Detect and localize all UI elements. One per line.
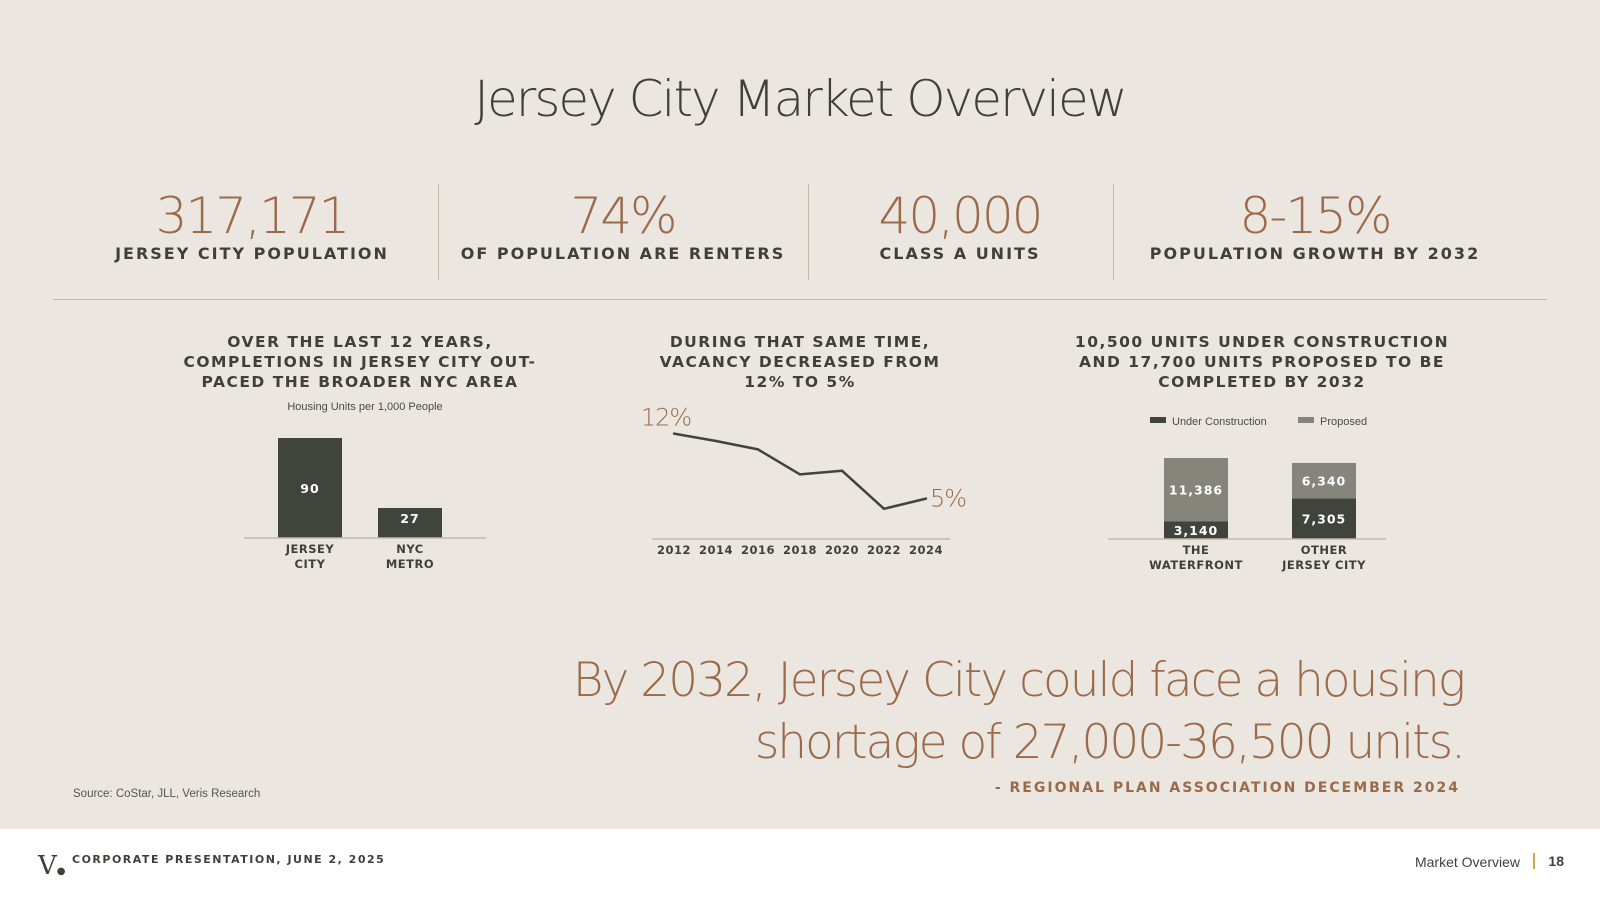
stat-value: 74% (570, 187, 677, 245)
heading-line: COMPLETED BY 2032 (1158, 373, 1366, 391)
category-label: WATERFRONT (1149, 558, 1243, 572)
heading-line: AND 17,700 UNITS PROPOSED TO BE (1079, 353, 1445, 371)
vacancy-line-chart: 2012 2014 2016 2018 2020 2022 2024 12% 5% (641, 404, 967, 557)
footer-separator (1533, 853, 1535, 869)
segment-value-label: 3,140 (1174, 523, 1219, 538)
heading-line: VACANCY DECREASED FROM (659, 353, 941, 371)
stacked-bar-segment (1292, 462, 1356, 499)
legend-label: Proposed (1320, 416, 1367, 428)
shortage-quote: By 2032, Jersey City could face a housin… (572, 653, 1466, 770)
veris-logo: V● (38, 851, 66, 881)
chart-title: Housing Units per 1,000 People (287, 401, 442, 413)
data-point (756, 448, 760, 451)
page-title: Jersey City Market Overview (474, 70, 1127, 128)
x-tick-label: 2024 (909, 543, 943, 557)
x-tick-label: 2020 (825, 543, 859, 557)
bar-value-label: 27 (400, 511, 419, 526)
heading-line: COMPLETIONS IN JERSEY CITY OUT- (183, 353, 537, 371)
data-point (672, 432, 676, 435)
stat-label: JERSEY CITY POPULATION (115, 244, 389, 263)
vacancy-series-line (673, 432, 927, 511)
data-point (882, 507, 886, 510)
heading-line: PACED THE BROADER NYC AREA (201, 373, 519, 391)
stat-value: 317,171 (155, 187, 351, 245)
data-point (714, 439, 718, 443)
category-label: NYC (396, 542, 423, 556)
pipeline-stacked-chart: Under Construction Proposed 3,140 11,386 THE… (1108, 416, 1386, 572)
x-tick-label: 2014 (699, 543, 733, 557)
start-value-label: 12% (641, 404, 692, 432)
legend-label: Under Construction (1172, 416, 1267, 428)
stat-value: 40,000 (878, 187, 1044, 245)
vacancy-heading: DURING THAT SAME TIME, VACANCY DECREASED… (600, 332, 1000, 392)
heading-line: OVER THE LAST 12 YEARS, (227, 333, 493, 351)
heading-line: 10,500 UNITS UNDER CONSTRUCTION (1074, 333, 1450, 351)
stat-class-a: 40,000 CLASS A UNITS (830, 190, 1090, 263)
section-divider (53, 299, 1547, 300)
stat-divider (1113, 184, 1114, 280)
pipeline-heading: 10,500 UNITS UNDER CONSTRUCTION AND 17,7… (1062, 332, 1462, 392)
heading-line: 12% TO 5% (744, 373, 856, 391)
data-point (924, 497, 928, 500)
x-tick-label: 2016 (741, 543, 775, 557)
section-label: Market Overview (1414, 854, 1520, 870)
x-tick-label: 2018 (783, 543, 817, 557)
stat-label: POPULATION GROWTH BY 2032 (1149, 244, 1481, 263)
legend-swatch (1298, 417, 1314, 423)
category-label: METRO (386, 557, 434, 571)
category-label: JERSEY (285, 542, 335, 556)
stacked-bar-segment (1164, 458, 1228, 522)
stat-label: OF POPULATION ARE RENTERS (460, 244, 786, 263)
source-note: Source: CoStar, JLL, Veris Research (73, 788, 261, 800)
category-label: OTHER (1301, 543, 1347, 557)
bar (378, 508, 442, 538)
segment-value-label: 6,340 (1302, 474, 1347, 489)
logo-dot: ● (56, 866, 66, 877)
stacked-bar-segment (1164, 521, 1228, 539)
bar-value-label: 90 (300, 481, 319, 496)
x-tick-label: 2022 (867, 543, 901, 557)
bar (278, 438, 342, 538)
stat-population: 317,171 JERSEY CITY POPULATION (112, 190, 392, 263)
quote-attribution: - REGIONAL PLAN ASSOCIATION DECEMBER 202… (994, 780, 1460, 796)
stat-divider (808, 184, 809, 280)
completions-heading: OVER THE LAST 12 YEARS, COMPLETIONS IN J… (160, 332, 560, 392)
presentation-label: CORPORATE PRESENTATION, JUNE 2, 2025 (72, 853, 386, 866)
stat-renters: 74% OF POPULATION ARE RENTERS (458, 190, 788, 263)
category-label: CITY (295, 557, 326, 571)
stat-label: CLASS A UNITS (879, 244, 1041, 263)
legend-swatch (1150, 417, 1166, 423)
page-number: 18 (1548, 853, 1564, 869)
category-label: THE (1183, 543, 1210, 557)
stat-growth: 8-15% POPULATION GROWTH BY 2032 (1140, 190, 1490, 263)
segment-value-label: 7,305 (1302, 512, 1347, 527)
housing-units-chart: Housing Units per 1,000 People 90 JERSEYCI… (244, 401, 486, 571)
x-tick-label: 2012 (657, 543, 691, 557)
category-label: JERSEY CITY (1281, 558, 1366, 572)
stat-value: 8-15% (1239, 187, 1393, 245)
segment-value-label: 11,386 (1169, 483, 1223, 498)
stacked-bar-segment (1292, 498, 1356, 539)
footer: V● CORPORATE PRESENTATION, JUNE 2, 2025 … (0, 829, 1600, 899)
data-point (798, 473, 802, 476)
heading-line: DURING THAT SAME TIME, (669, 333, 931, 351)
stat-divider (438, 184, 439, 280)
data-point (840, 469, 844, 472)
logo-letter: V (38, 851, 57, 881)
end-value-label: 5% (930, 485, 966, 513)
